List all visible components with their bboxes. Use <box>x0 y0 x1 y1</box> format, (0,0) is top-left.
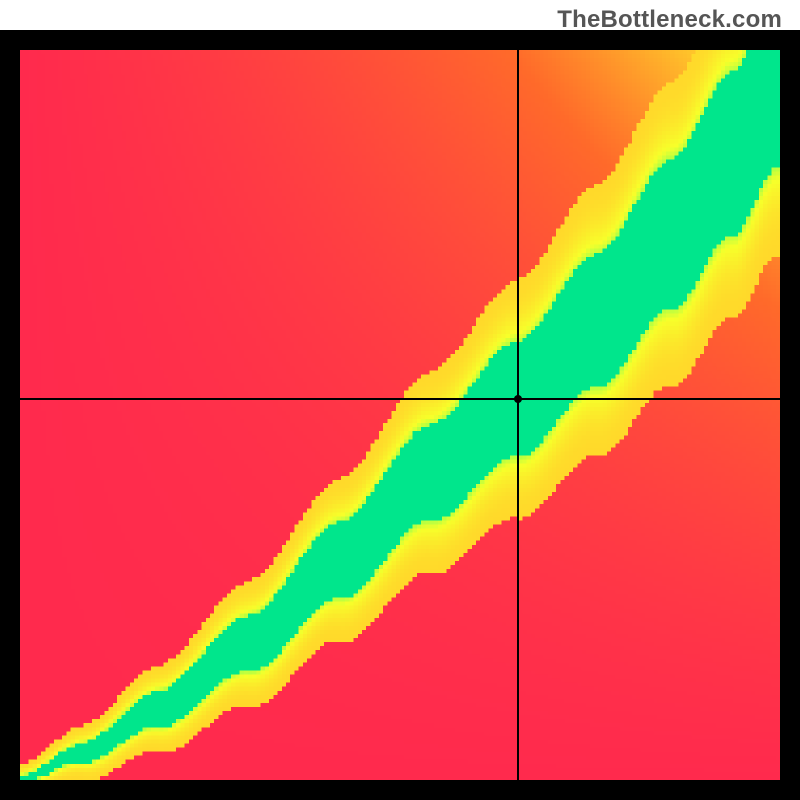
crosshair-vertical <box>517 50 519 780</box>
crosshair-marker <box>514 395 522 403</box>
chart-container: TheBottleneck.com <box>0 0 800 800</box>
heatmap-canvas <box>20 50 780 780</box>
watermark-text: TheBottleneck.com <box>557 6 782 34</box>
crosshair-horizontal <box>20 398 780 400</box>
